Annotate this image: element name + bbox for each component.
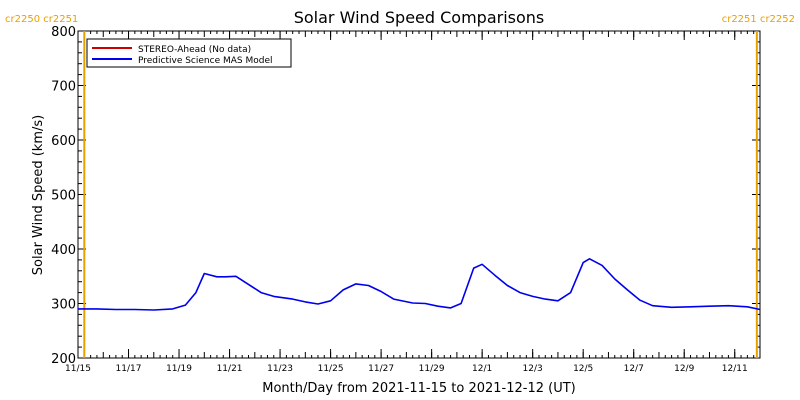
x-tick-label: 11/27 [368, 364, 394, 374]
legend-box [86, 38, 292, 68]
legend: STEREO-Ahead (No data)Predictive Science… [86, 38, 292, 68]
y-tick-label: 800 [51, 25, 76, 40]
legend-label: Predictive Science MAS Model [138, 56, 273, 66]
x-tick-label: 11/17 [116, 364, 142, 374]
x-tick-label: 11/19 [166, 364, 192, 374]
carrington-marker-label: cr2251 cr2252 [722, 14, 795, 25]
x-tick-label: 11/15 [65, 364, 91, 374]
carrington-markers: cr2250 cr2251 cr2251 cr2252 [5, 14, 795, 358]
y-tick-label: 400 [51, 243, 76, 258]
x-axis-label: Month/Day from 2021-11-15 to 2021-12-12 … [262, 381, 575, 396]
data-series [78, 257, 761, 311]
x-tick-label: 11/23 [267, 364, 293, 374]
x-tick-label: 11/29 [419, 364, 445, 374]
legend-label: STEREO-Ahead (No data) [138, 45, 251, 55]
plot-area [77, 30, 761, 359]
x-tick-label: 12/1 [472, 364, 492, 374]
y-tick-label: 300 [51, 298, 76, 313]
y-axis-label: Solar Wind Speed (km/s) [31, 115, 46, 275]
y-tick-label: 600 [51, 134, 76, 149]
axis-ticks: 200 300 400 500 600 700 800 11/15 11/17 11/19 11/2… [51, 25, 761, 374]
plot-frame [77, 30, 761, 359]
chart-title: Solar Wind Speed Comparisons [294, 8, 545, 27]
y-tick-label: 200 [51, 352, 76, 367]
x-tick-label: 11/25 [318, 364, 344, 374]
x-tick-label: 12/11 [722, 364, 748, 374]
x-tick-label: 12/3 [523, 364, 543, 374]
x-tick-label: 11/21 [217, 364, 243, 374]
x-tick-label: 12/9 [674, 364, 694, 374]
y-tick-label: 700 [51, 80, 76, 95]
series-line [78, 257, 761, 311]
y-tick-label: 500 [51, 189, 76, 204]
x-tick-label: 12/7 [624, 364, 644, 374]
x-tick-label: 12/5 [573, 364, 593, 374]
carrington-marker-label: cr2250 cr2251 [5, 14, 78, 25]
